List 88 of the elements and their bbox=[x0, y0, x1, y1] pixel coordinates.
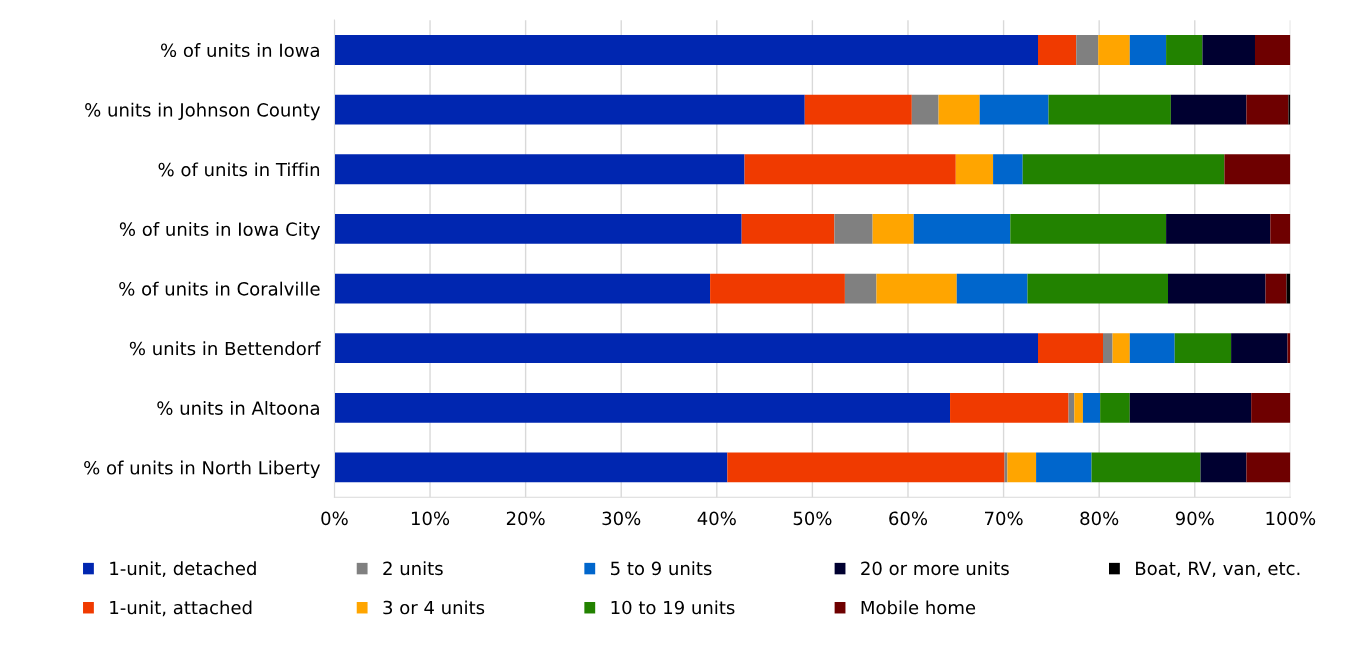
bar bbox=[1200, 452, 1247, 483]
y-tick-label: % of units in Iowa City bbox=[119, 222, 321, 240]
bar bbox=[1265, 273, 1287, 304]
bar bbox=[1231, 333, 1288, 364]
x-tick-label: 10% bbox=[411, 511, 450, 526]
bar bbox=[1076, 35, 1099, 65]
x-tick-label: 60% bbox=[889, 511, 928, 526]
bar bbox=[1251, 392, 1291, 423]
bar bbox=[1287, 333, 1291, 364]
x-tick-label: 20% bbox=[506, 511, 545, 526]
bar bbox=[1129, 392, 1252, 423]
bar bbox=[979, 94, 1049, 125]
legend-label: 20 or more units bbox=[861, 561, 1009, 576]
legend-label: 10 to 19 units bbox=[611, 600, 735, 615]
y-tick-label: % units in Bettendorf bbox=[129, 341, 321, 356]
y-tick-label: % units in Johnson County bbox=[85, 102, 321, 121]
bar bbox=[334, 94, 805, 125]
bar bbox=[1098, 35, 1130, 65]
bar bbox=[741, 213, 835, 244]
y-tick-label: % of units in North Liberty bbox=[84, 460, 321, 479]
bar bbox=[1048, 94, 1171, 125]
bar bbox=[334, 35, 1038, 65]
bar bbox=[1007, 452, 1037, 483]
bar bbox=[1091, 452, 1201, 483]
legend-label: 1-unit, detached bbox=[110, 561, 256, 578]
x-tick-label: 100% bbox=[1266, 511, 1316, 526]
bar bbox=[834, 213, 873, 244]
bar bbox=[1254, 35, 1291, 65]
bar bbox=[1166, 35, 1203, 65]
bar bbox=[1224, 154, 1291, 185]
bar bbox=[727, 452, 1005, 483]
bar bbox=[911, 94, 939, 125]
bar bbox=[1027, 273, 1168, 304]
legend-label: 3 or 4 units bbox=[383, 600, 485, 615]
legend-label: 1-unit, attached bbox=[110, 600, 252, 617]
bar bbox=[334, 452, 728, 483]
bar bbox=[950, 392, 1069, 423]
bar bbox=[1038, 35, 1077, 65]
bar bbox=[993, 154, 1023, 185]
bar bbox=[1270, 213, 1291, 244]
bar bbox=[1174, 333, 1232, 364]
bar bbox=[1112, 333, 1130, 364]
bar bbox=[1082, 392, 1101, 423]
legend-label: 5 to 9 units bbox=[611, 561, 712, 576]
bar bbox=[1038, 333, 1103, 364]
x-tick-label: 70% bbox=[985, 511, 1023, 526]
bar bbox=[334, 154, 745, 185]
bar bbox=[1103, 333, 1113, 364]
bar bbox=[938, 94, 980, 125]
bar bbox=[913, 213, 1011, 244]
x-tick-label: 0% bbox=[321, 511, 348, 526]
x-tick-label: 30% bbox=[602, 511, 641, 526]
bar bbox=[804, 94, 912, 125]
bar bbox=[956, 273, 1028, 304]
bar bbox=[1022, 154, 1225, 185]
y-tick-label: % of units in Tiffin bbox=[158, 162, 320, 177]
x-tick-label: 80% bbox=[1080, 511, 1119, 526]
bar bbox=[744, 154, 956, 185]
legend-label: Boat, RV, van, etc. bbox=[1136, 561, 1300, 578]
bar bbox=[1074, 392, 1083, 423]
bar bbox=[1246, 452, 1291, 483]
bar bbox=[844, 273, 877, 304]
bar bbox=[1170, 94, 1247, 125]
x-tick-label: 90% bbox=[1175, 511, 1214, 526]
x-tick-label: 50% bbox=[793, 511, 832, 526]
y-tick-label: % units in Altoona bbox=[157, 400, 319, 415]
y-tick-label: % of units in Coralville bbox=[119, 281, 320, 296]
bar bbox=[1168, 273, 1266, 304]
bar bbox=[1100, 392, 1130, 423]
bar bbox=[872, 213, 914, 244]
bar bbox=[334, 392, 951, 423]
bar bbox=[1010, 213, 1167, 244]
bar bbox=[1036, 452, 1092, 483]
y-tick-label: % of units in Iowa bbox=[160, 43, 319, 58]
x-tick-label: 40% bbox=[697, 511, 736, 526]
bar bbox=[1202, 35, 1255, 65]
bar bbox=[334, 273, 711, 304]
legend-label: Mobile home bbox=[861, 600, 976, 615]
bar bbox=[955, 154, 994, 185]
bar bbox=[1129, 333, 1175, 364]
bar bbox=[1246, 94, 1289, 125]
bar bbox=[334, 213, 742, 244]
bar bbox=[710, 273, 845, 304]
bar bbox=[334, 333, 1038, 364]
bar bbox=[1166, 213, 1271, 244]
legend-label: 2 units bbox=[383, 561, 443, 576]
bar bbox=[1129, 35, 1167, 65]
bar bbox=[876, 273, 957, 304]
